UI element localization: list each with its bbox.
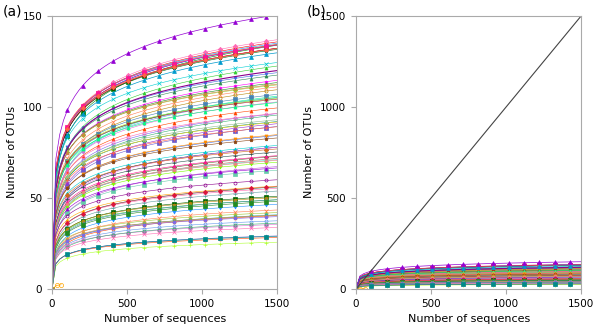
X-axis label: Number of sequences: Number of sequences — [407, 314, 530, 324]
Text: (b): (b) — [307, 5, 326, 19]
X-axis label: Number of sequences: Number of sequences — [104, 314, 226, 324]
Y-axis label: Number of OTUs: Number of OTUs — [7, 107, 17, 198]
Text: (a): (a) — [2, 5, 22, 19]
Y-axis label: Number of OTUs: Number of OTUs — [304, 107, 314, 198]
